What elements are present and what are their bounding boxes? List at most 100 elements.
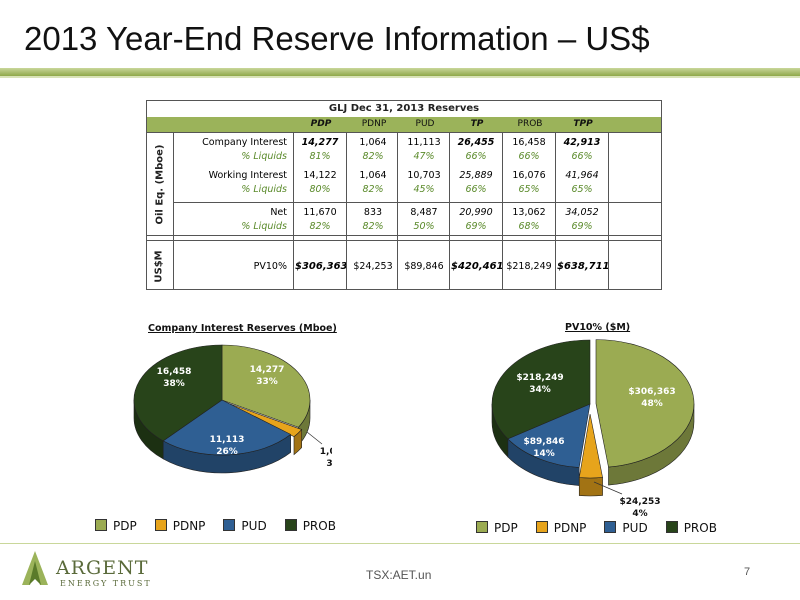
row-label: Company Interest xyxy=(202,137,287,148)
pie-value-label: $306,363 xyxy=(628,387,675,397)
pie-slice-pdp xyxy=(221,344,311,428)
legend-swatch xyxy=(665,521,678,533)
pie-percent-label: 3% xyxy=(326,459,332,469)
pie-slice-prob xyxy=(491,339,591,440)
legend-item-pdp: PDP xyxy=(476,521,518,535)
pie-leader-line xyxy=(306,431,323,445)
table-cell: 14,122 xyxy=(303,170,337,181)
pie-slice-pdnp xyxy=(578,413,603,479)
title-underline-accent xyxy=(0,76,800,78)
legend-swatch xyxy=(284,519,297,531)
table-cell: 69% xyxy=(571,221,593,232)
table-grid-line xyxy=(173,202,661,203)
row-label: Net xyxy=(270,207,287,218)
column-header-pud: PUD xyxy=(415,119,435,129)
table-cell: 42,913 xyxy=(563,137,601,148)
table-cell: $638,711 xyxy=(557,261,610,272)
table-grid-line xyxy=(173,132,174,289)
table-cell: 41,964 xyxy=(565,170,599,181)
table-cell: 80% xyxy=(309,184,331,195)
table-cell: 66% xyxy=(465,184,487,195)
table-grid-line xyxy=(449,132,450,289)
company-interest-pie-chart: 14,277 33% 1,064 3% 11,113 26% 16,458 38% xyxy=(133,344,332,474)
pie-value-label: 1,064 xyxy=(320,447,332,457)
pie-percent-label: 26% xyxy=(216,447,238,457)
table-grid-line xyxy=(397,132,398,289)
table-cell: 25,889 xyxy=(459,170,493,181)
logo-name: ARGENT xyxy=(56,557,149,579)
legend-item-pdnp: PDNP xyxy=(535,521,586,535)
footer-divider xyxy=(0,543,800,544)
legend-swatch xyxy=(476,521,488,533)
column-header-tpp: TPP xyxy=(573,119,593,129)
table-cell: 68% xyxy=(518,221,540,232)
legend-label: PROB xyxy=(683,521,717,535)
column-header-pdnp: PDNP xyxy=(361,119,387,129)
table-grid-line xyxy=(555,132,556,289)
table-cell: $306,363 xyxy=(295,261,348,272)
legend-label: PDP xyxy=(494,521,518,535)
pie-slice-pud xyxy=(507,403,591,468)
logo-subtitle: ENERGY TRUST xyxy=(60,579,152,588)
legend-item-prob: PROB xyxy=(284,519,336,533)
legend-item-prob: PROB xyxy=(665,521,717,535)
table-grid-line xyxy=(608,132,609,289)
table-cell: 69% xyxy=(465,221,487,232)
pie-percent-label: 14% xyxy=(533,449,555,459)
side-label-usd: US$M xyxy=(153,250,165,283)
table-cell: 81% xyxy=(309,151,331,162)
table-grid-line xyxy=(293,132,294,289)
chart-title-company-interest: Company Interest Reserves (Mboe) xyxy=(148,323,337,334)
legend-swatch xyxy=(154,519,167,531)
table-cell: 82% xyxy=(362,151,384,162)
page-title: 2013 Year-End Reserve Information – US$ xyxy=(24,20,650,57)
table-cell: 66% xyxy=(465,151,487,162)
table-cell: 34,052 xyxy=(565,207,599,218)
legend-swatch xyxy=(223,519,236,531)
table-cell: 50% xyxy=(413,221,435,232)
table-cell: 66% xyxy=(518,151,540,162)
table-cell: 20,990 xyxy=(459,207,493,218)
table-cell: 82% xyxy=(362,184,384,195)
legend-label: PUD xyxy=(622,521,648,535)
pie-value-label: 14,277 xyxy=(250,365,285,375)
pie-leader-line xyxy=(593,481,623,495)
legend-label: PDNP xyxy=(172,519,206,533)
row-label: Working Interest xyxy=(208,170,287,181)
table-cell: $24,253 xyxy=(353,261,393,272)
legend-swatch xyxy=(604,521,617,533)
table-cell: 82% xyxy=(309,221,331,232)
side-label-oil-equivalent: Oil Eq. (Mboe) xyxy=(154,144,166,225)
pie-slice-pdp xyxy=(595,339,695,468)
legend-label: PDP xyxy=(113,519,137,533)
company-interest-legend: PDP PDNP PUD PROB xyxy=(95,519,354,533)
pie-slice-side-pdnp xyxy=(578,477,603,497)
table-grid-line xyxy=(147,240,661,241)
table-header: GLJ Dec 31, 2013 Reserves xyxy=(147,101,661,118)
table-cell: 16,076 xyxy=(512,170,546,181)
table-cell: $420,461 xyxy=(451,261,504,272)
title-underline-bar xyxy=(0,68,800,76)
table-cell: 47% xyxy=(413,151,435,162)
table-cell: 26,455 xyxy=(457,137,495,148)
chart-title-pv10: PV10% ($M) xyxy=(565,322,631,333)
table-grid-line xyxy=(346,132,347,289)
table-cell: 13,062 xyxy=(512,207,546,218)
legend-item-pud: PUD xyxy=(604,521,648,535)
table-grid-line xyxy=(147,235,661,236)
ticker-symbol: TSX:AET.un xyxy=(366,568,432,582)
legend-item-pdnp: PDNP xyxy=(154,519,206,533)
table-cell: 14,277 xyxy=(301,137,339,148)
table-cell: 833 xyxy=(363,207,383,218)
table-column-headers: PDP PDNP PUD TP PROB TPP xyxy=(147,117,661,133)
table-cell: 8,487 xyxy=(410,207,438,218)
pie-percent-label: 4% xyxy=(632,509,647,519)
pie-slice-pdnp xyxy=(225,401,303,437)
legend-label: PUD xyxy=(241,519,267,533)
table-cell: 82% xyxy=(362,221,384,232)
page-number: 7 xyxy=(744,566,751,578)
row-label: % Liquids xyxy=(241,184,287,195)
argent-logo-icon xyxy=(22,551,48,585)
pie-value-label: $24,253 xyxy=(620,497,661,507)
table-cell: 45% xyxy=(413,184,435,195)
